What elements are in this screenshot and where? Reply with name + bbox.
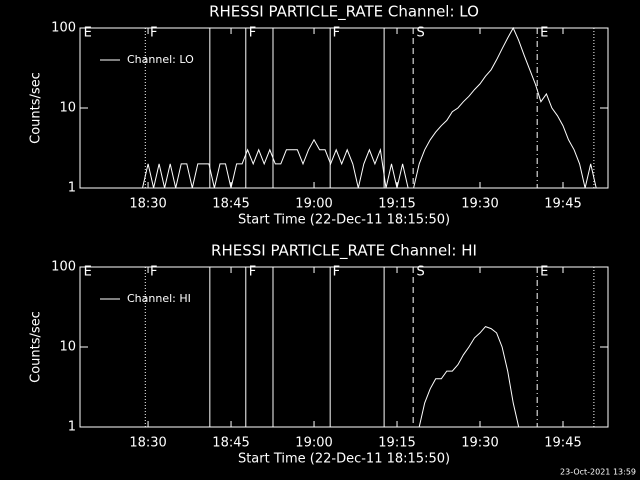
x-tick-label: 19:30: [461, 197, 498, 212]
x-tick-label: 18:45: [212, 197, 249, 212]
y-tick-label: 1: [68, 181, 76, 196]
footer: 23-Oct-2021 13:59: [560, 468, 636, 477]
flag-label: F: [150, 26, 157, 41]
chart-title: RHESSI PARTICLE_RATE Channel: HI: [211, 242, 477, 261]
flag-label: E: [84, 26, 92, 41]
x-axis-label: Start Time (22-Dec-11 18:15:50): [238, 213, 450, 228]
x-axis-label: Start Time (22-Dec-11 18:15:50): [238, 452, 450, 467]
x-tick-label: 19:15: [378, 197, 415, 212]
x-tick-label: 19:15: [378, 436, 415, 451]
y-tick-label: 10: [59, 340, 76, 355]
chart-title: RHESSI PARTICLE_RATE Channel: LO: [209, 3, 479, 22]
flag-label: E: [540, 26, 548, 41]
y-tick-label: 100: [51, 21, 76, 36]
x-tick-label: 19:00: [295, 197, 332, 212]
x-tick-label: 18:45: [212, 436, 249, 451]
y-axis-label: Counts/sec: [29, 311, 44, 383]
legend-label: Channel: LO: [127, 53, 194, 66]
flag-label: F: [249, 26, 256, 41]
flag-label: S: [417, 26, 425, 41]
flag-label: F: [333, 265, 340, 280]
x-tick-label: 19:45: [544, 436, 581, 451]
flag-label: F: [150, 265, 157, 280]
x-tick-label: 19:00: [295, 436, 332, 451]
flag-label: E: [84, 265, 92, 280]
y-axis-label: Counts/sec: [29, 72, 44, 144]
y-tick-label: 100: [51, 260, 76, 275]
legend-label: Channel: HI: [127, 292, 191, 305]
y-tick-label: 1: [68, 420, 76, 435]
data-line: [142, 26, 597, 189]
flag-label: S: [417, 265, 425, 280]
x-tick-label: 18:30: [129, 436, 166, 451]
x-tick-label: 19:45: [544, 197, 581, 212]
data-line: [418, 326, 520, 428]
x-tick-label: 19:30: [461, 436, 498, 451]
y-tick-label: 10: [59, 101, 76, 116]
flag-label: F: [333, 26, 340, 41]
flag-label: E: [540, 265, 548, 280]
flag-label: F: [249, 265, 256, 280]
x-tick-label: 18:30: [129, 197, 166, 212]
